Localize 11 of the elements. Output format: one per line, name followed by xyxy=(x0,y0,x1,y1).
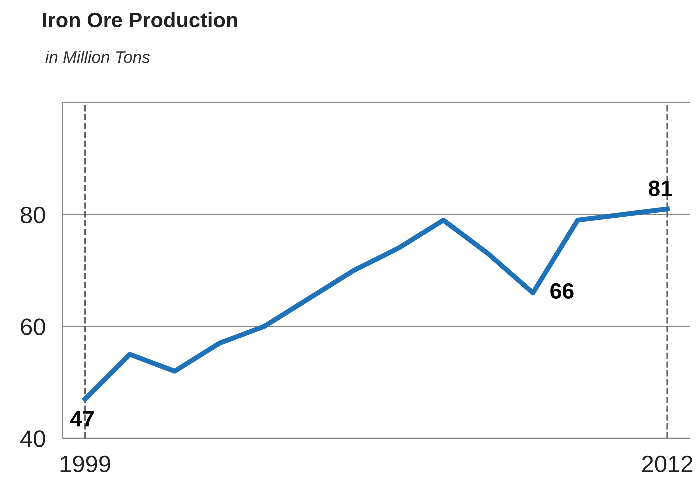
chart-title: Iron Ore Production xyxy=(43,12,238,28)
data-label: 66 xyxy=(550,283,574,300)
data-label: 47 xyxy=(70,411,94,427)
chart-subtitle: in Million Tons xyxy=(46,51,150,64)
line-series xyxy=(82,206,670,402)
x-tick-label: 2012 xyxy=(642,456,693,473)
data-label: 81 xyxy=(648,180,672,196)
y-tick-label: 80 xyxy=(21,206,46,224)
y-tick-label: 60 xyxy=(21,318,46,336)
x-tick-label: 1999 xyxy=(60,456,110,473)
y-tick-label: 40 xyxy=(20,430,46,448)
